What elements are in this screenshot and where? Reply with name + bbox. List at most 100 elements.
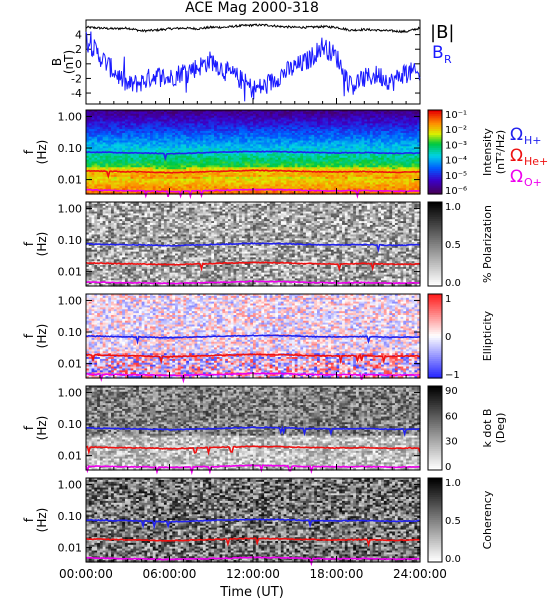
- heatmap-cell: [122, 134, 126, 138]
- heatmap-cell: [97, 182, 101, 186]
- heatmap-cell: [138, 174, 143, 178]
- heatmap-cell: [169, 155, 173, 159]
- heatmap-cell: [161, 123, 165, 126]
- heatmap-cell: [177, 163, 182, 166]
- heatmap-cell: [319, 155, 324, 159]
- heatmap-cell: [300, 167, 304, 170]
- heatmap-cell: [250, 192, 254, 195]
- heatmap-cell: [261, 186, 265, 189]
- heatmap-cell: [241, 125, 246, 128]
- heatmap-cell: [105, 161, 109, 165]
- heatmap-cell: [227, 186, 232, 189]
- heatmap-cell: [175, 140, 179, 144]
- heatmap-cell: [122, 159, 126, 163]
- heatmap-cell: [124, 146, 129, 149]
- heatmap-cell: [253, 152, 257, 155]
- heatmap-cell: [305, 129, 310, 132]
- heatmap-cell: [216, 134, 221, 138]
- heatmap-cell: [116, 150, 120, 153]
- heatmap-cell: [272, 178, 276, 182]
- heatmap-cell: [113, 171, 118, 174]
- heatmap-cell: [102, 171, 107, 174]
- heatmap-cell: [99, 136, 104, 140]
- heatmap-cell: [127, 169, 132, 172]
- heatmap-cell: [258, 129, 262, 132]
- heatmap-cell: [205, 138, 210, 142]
- heatmap-cell: [122, 148, 126, 151]
- heatmap-cell: [244, 111, 249, 115]
- heatmap-cell: [308, 173, 313, 176]
- heatmap-cell: [144, 113, 148, 117]
- heatmap-cell: [97, 163, 101, 166]
- heatmap-cell: [141, 138, 146, 142]
- heatmap-cell: [150, 178, 154, 182]
- heatmap-cell: [155, 121, 159, 124]
- heatmap-cell: [138, 140, 143, 144]
- y-tick-label: -4: [71, 87, 82, 100]
- heatmap-cell: [108, 157, 112, 161]
- heatmap-cell: [222, 174, 226, 178]
- heatmap-cell: [116, 186, 120, 189]
- heatmap-cell: [294, 186, 299, 189]
- heatmap-cell: [278, 113, 282, 117]
- heatmap-cell: [227, 184, 232, 187]
- heatmap-cell: [155, 163, 159, 166]
- heatmap-cell: [297, 123, 301, 126]
- heatmap-cell: [319, 125, 324, 128]
- heatmap-cell: [291, 113, 296, 117]
- heatmap-cell: [197, 165, 201, 168]
- heatmap-cell: [236, 171, 240, 174]
- heatmap-cell: [111, 142, 115, 145]
- heatmap-cell: [197, 129, 201, 132]
- heatmap-cell: [122, 113, 126, 117]
- heatmap-cell: [227, 146, 232, 149]
- heatmap-cell: [116, 138, 120, 142]
- heatmap-cell: [119, 167, 123, 170]
- heatmap-cell: [214, 155, 218, 159]
- heatmap-cell: [119, 129, 123, 132]
- heatmap-cell: [122, 119, 126, 123]
- heatmap-cell: [152, 184, 157, 187]
- heatmap-cell: [219, 129, 223, 132]
- heatmap-cell: [303, 111, 307, 115]
- heatmap-cell: [303, 117, 307, 121]
- heatmap-cell: [297, 142, 301, 145]
- heatmap-cell: [130, 163, 134, 166]
- heatmap-cell: [119, 173, 123, 176]
- heatmap-cell: [308, 119, 313, 123]
- heatmap-cell: [303, 155, 307, 159]
- heatmap-cell: [188, 138, 193, 142]
- heatmap-cell: [119, 180, 123, 184]
- heatmap-cell: [86, 165, 90, 168]
- heatmap-cell: [88, 174, 93, 178]
- heatmap-cell: [191, 150, 196, 153]
- heatmap-cell: [88, 123, 93, 126]
- heatmap-cell: [161, 121, 165, 124]
- heatmap-cell: [205, 186, 210, 189]
- heatmap-cell: [99, 140, 104, 144]
- heatmap-cell: [180, 163, 185, 166]
- heatmap-cell: [216, 152, 221, 155]
- heatmap-cell: [214, 152, 218, 155]
- heatmap-cell: [183, 142, 187, 145]
- heatmap-cell: [225, 192, 229, 195]
- heatmap-cell: [319, 188, 324, 191]
- heatmap-cell: [175, 127, 179, 130]
- heatmap-cell: [177, 186, 182, 189]
- heatmap-cell: [322, 121, 326, 124]
- heatmap-cell: [255, 173, 260, 176]
- heatmap-cell: [211, 129, 215, 132]
- heatmap-cell: [261, 119, 265, 123]
- heatmap-cell: [264, 125, 268, 128]
- heatmap-cell: [150, 157, 154, 161]
- heatmap-cell: [150, 138, 154, 142]
- heatmap-cell: [208, 127, 212, 130]
- heatmap-cell: [141, 119, 146, 123]
- heatmap-cell: [261, 123, 265, 126]
- heatmap-cell: [208, 148, 212, 151]
- heatmap-cell: [233, 173, 237, 176]
- heatmap-cell: [97, 134, 101, 138]
- heatmap-cell: [163, 138, 168, 142]
- heatmap-cell: [200, 161, 204, 165]
- heatmap-cell: [314, 148, 318, 151]
